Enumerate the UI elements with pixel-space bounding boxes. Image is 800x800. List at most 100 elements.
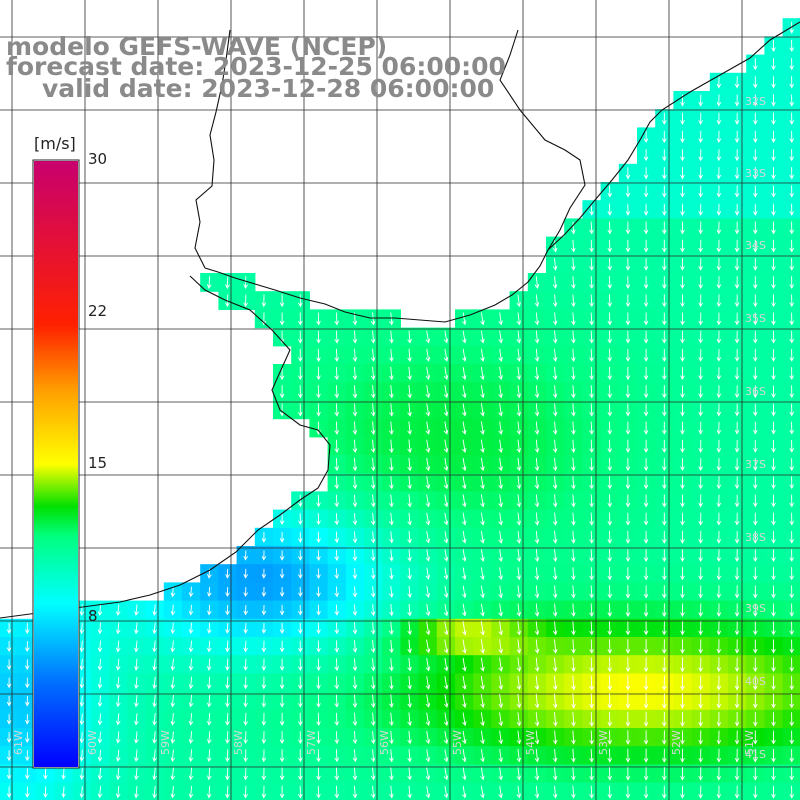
wind-arrow [516,693,522,709]
wind-arrow [279,550,285,561]
wind-arrow [716,730,722,745]
wind-arrow [389,785,394,799]
wind-arrow [170,767,176,781]
wind-arrow [498,330,503,344]
wind-arrow [662,149,667,162]
wind-arrow [625,603,631,617]
wind-arrow [316,531,321,544]
wind-arrow [753,203,758,216]
wind-arrow [662,494,667,508]
lon-label: 52W [670,730,683,755]
wind-arrow [716,693,722,709]
wind-arrow [552,348,558,362]
wind-arrow [24,786,30,798]
wind-arrow [298,640,303,653]
wind-arrow [170,604,176,616]
wind-arrow [24,768,30,780]
wind-arrow [662,530,667,544]
wind-arrow [407,476,412,490]
wind-arrow [170,622,176,635]
wind-arrow [498,567,503,581]
wind-arrow [716,603,722,617]
wind-arrow [498,639,503,654]
wind-arrow [680,458,685,472]
wind-arrow [716,130,722,144]
wind-arrow [662,330,667,344]
wind-arrow [753,239,758,253]
wind-arrow [643,512,649,526]
wind-arrow [716,657,722,673]
wind-arrow [480,621,485,636]
wind-arrow [716,530,722,544]
wind-arrow [316,513,321,526]
wind-arrow [643,385,649,399]
wind-arrow [753,149,758,162]
wind-arrow [643,203,649,216]
wind-arrow [698,767,703,781]
wind-arrow [134,731,139,744]
wind-arrow [716,512,722,526]
wind-arrow [370,348,376,362]
wind-arrow [225,586,230,597]
wind-arrow [79,658,85,671]
wind-arrow [425,694,431,708]
wind-arrow [370,749,376,763]
wind-arrow [188,749,194,763]
wind-arrow [443,330,449,344]
wind-arrow [680,330,685,344]
wind-arrow [461,549,467,562]
wind-arrow [698,294,703,308]
colorbar-tick: 30 [88,150,108,168]
wind-arrow [516,585,522,599]
wind-arrow [516,567,522,581]
wind-arrow [480,730,485,745]
wind-arrow [534,730,540,745]
wind-arrow [680,112,685,125]
wind-arrow [625,476,631,490]
wind-arrow [279,749,285,763]
wind-arrow [352,658,358,672]
wind-arrow [571,639,576,654]
wind-arrow [516,530,522,544]
wind-arrow [316,403,321,417]
wind-arrow [698,476,703,490]
wind-arrow [389,330,394,344]
wind-arrow [643,312,649,326]
wind-arrow [498,530,503,544]
wind-arrow [152,604,158,616]
wind-arrow [680,567,685,581]
wind-arrow [206,622,212,634]
wind-arrow [643,239,649,253]
wind-arrow [6,750,12,762]
wind-arrow [480,530,485,544]
wind-arrow [643,639,649,654]
wind-arrow [734,112,740,125]
wind-arrow [552,549,558,563]
wind-arrow [625,494,631,508]
wind-arrow [407,567,412,580]
wind-arrow [498,366,503,381]
wind-arrow [625,711,631,727]
wind-arrow [552,730,558,745]
wind-arrow [443,457,449,472]
wind-arrow [298,385,303,399]
wind-arrow [734,567,740,581]
wind-arrow [734,458,740,471]
wind-arrow [370,439,376,454]
wind-arrow [79,713,85,726]
wind-arrow [334,513,340,526]
wind-arrow [97,640,103,653]
wind-arrow [298,749,303,763]
wind-arrow [352,640,358,653]
wind-arrow [716,549,722,563]
lon-label: 58W [232,730,245,755]
wind-arrow [188,767,194,781]
wind-arrow [552,476,558,490]
wind-arrow [425,767,431,781]
wind-arrow [661,748,667,763]
wind-arrow [480,785,485,799]
wind-arrow [552,621,558,636]
wind-arrow [407,712,412,727]
wind-arrow [389,348,394,362]
